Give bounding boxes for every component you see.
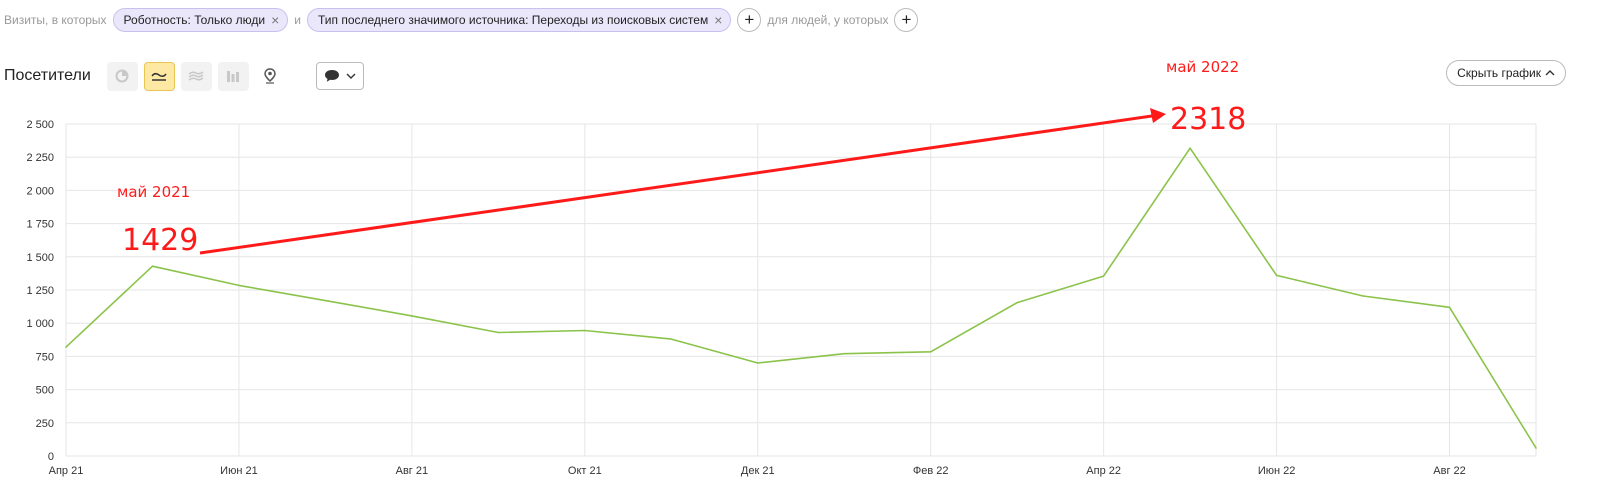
filter-chip-label: Тип последнего значимого источника: Пере…: [317, 13, 709, 27]
growth-arrow-shaft: [199, 114, 1153, 255]
data-point: [1275, 274, 1278, 277]
data-point: [843, 352, 846, 355]
annotation-period-start: май 2021: [117, 183, 190, 201]
annotation-value-start: 1429: [122, 223, 198, 258]
data-point: [1016, 301, 1018, 304]
y-tick-label: 2 250: [26, 152, 54, 164]
close-icon[interactable]: ×: [271, 12, 280, 28]
add-visit-filter-button[interactable]: +: [737, 8, 762, 32]
comments-dropdown-button[interactable]: [315, 62, 364, 90]
data-point: [1362, 295, 1364, 297]
x-tick-label: Дек 21: [741, 465, 775, 477]
data-point: [324, 299, 327, 302]
data-point: [151, 265, 154, 268]
y-tick-label: 2 000: [26, 185, 54, 197]
data-point: [1189, 147, 1191, 149]
area-chart-button[interactable]: [180, 61, 212, 91]
data-point: [1535, 447, 1537, 449]
close-icon[interactable]: ×: [714, 12, 723, 28]
pie-icon: [115, 69, 129, 83]
filter-chip-label: Роботность: Только люди: [123, 13, 266, 27]
map-chart-button[interactable]: [255, 62, 286, 91]
y-tick-label: 2 500: [26, 119, 54, 131]
filter-chip-robotness[interactable]: Роботность: Только люди ×: [112, 8, 289, 32]
y-tick-label: 1 500: [26, 252, 54, 264]
y-tick-label: 250: [36, 418, 54, 430]
data-point: [929, 350, 932, 353]
people-filter-text: для людей, у которых: [767, 13, 889, 27]
annotation-value-end: 2318: [1170, 102, 1246, 137]
data-point: [497, 331, 500, 334]
y-tick-label: 0: [48, 451, 54, 463]
chart-toolbar: Посетители: [4, 61, 364, 91]
chevron-up-icon: [1545, 70, 1555, 76]
map-icon: [264, 68, 277, 84]
data-point: [1448, 306, 1451, 309]
data-point: [65, 346, 67, 348]
growth-arrow-head: [1150, 108, 1166, 123]
hide-chart-button[interactable]: Скрыть график: [1446, 60, 1566, 86]
y-tick-label: 750: [36, 351, 54, 363]
x-tick-label: Фев 22: [913, 465, 949, 477]
data-point: [411, 315, 413, 317]
pie-chart-button[interactable]: [106, 61, 138, 91]
hide-chart-label: Скрыть график: [1457, 66, 1541, 80]
filter-prefix: Визиты, в которых: [4, 13, 107, 27]
line-chart-button[interactable]: [143, 61, 175, 91]
y-tick-label: 500: [36, 385, 54, 397]
data-point: [584, 329, 586, 332]
bar-chart-button[interactable]: [217, 61, 249, 91]
data-point: [670, 338, 673, 340]
x-tick-label: Авг 22: [1433, 465, 1465, 477]
x-tick-label: Апр 22: [1086, 465, 1121, 477]
filter-chip-source[interactable]: Тип последнего значимого источника: Пере…: [306, 8, 732, 32]
annotation-period-end: май 2022: [1166, 58, 1239, 76]
y-tick-label: 1 000: [26, 318, 54, 330]
x-tick-label: Апр 21: [49, 465, 84, 477]
bar-chart-icon: [227, 70, 240, 82]
filter-conjunction: и: [294, 13, 301, 27]
add-people-filter-button[interactable]: +: [894, 8, 919, 32]
chevron-down-icon: [346, 73, 356, 79]
metric-title: Посетители: [4, 67, 91, 84]
speech-bubble-icon: [324, 70, 339, 82]
line-chart-icon: [151, 72, 167, 81]
filter-bar: Визиты, в которых Роботность: Только люд…: [4, 7, 919, 33]
x-tick-label: Авг 21: [396, 465, 428, 477]
data-point: [1102, 275, 1105, 277]
data-point: [756, 362, 759, 364]
x-tick-label: Окт 21: [568, 465, 602, 477]
data-point: [238, 284, 240, 287]
y-tick-label: 1 250: [26, 285, 54, 297]
y-tick-label: 1 750: [26, 219, 54, 231]
series-line: [65, 147, 1537, 449]
x-tick-label: Июн 22: [1258, 465, 1296, 477]
x-tick-label: Июн 21: [220, 465, 258, 477]
area-chart-icon: [188, 71, 204, 81]
